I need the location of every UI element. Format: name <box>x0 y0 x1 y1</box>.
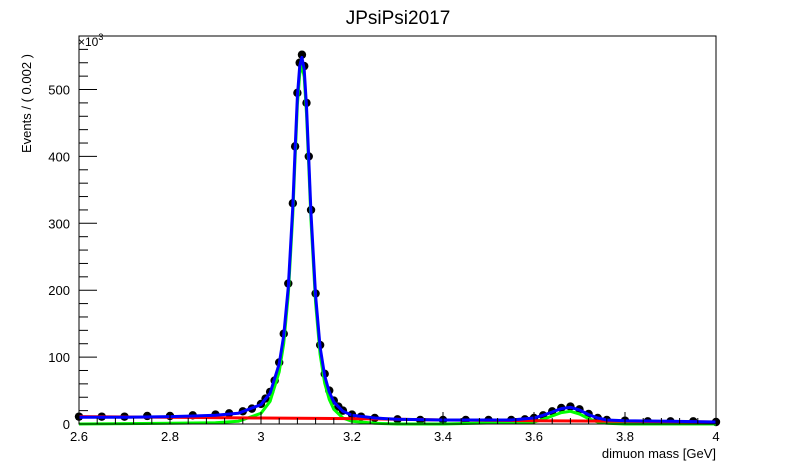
series-line <box>78 63 716 426</box>
y-tick-label: 300 <box>48 216 70 231</box>
chart-title: JPsiPsi2017 <box>346 8 451 29</box>
y-tick-label: 500 <box>48 83 70 98</box>
y-tick-label: 0 <box>63 417 70 432</box>
y-tick-label: 100 <box>48 350 70 365</box>
x-tick-label: 3.8 <box>616 429 634 444</box>
chart-axes: 2.6 2.8 3 3.2 3.4 3.6 3.8 4 0 100 200 300 400 500 <box>48 35 720 444</box>
series-line <box>79 55 717 424</box>
y-axis-label: Events / ( 0.002 ) <box>19 54 34 153</box>
y-axis-multiplier: ×103 <box>78 32 103 49</box>
x-axis-label: dimuon mass [GeV] <box>602 446 716 461</box>
chart-marks <box>74 50 721 427</box>
y-tick-label: 200 <box>48 283 70 298</box>
data-point <box>297 50 307 59</box>
x-tick-label: 2.6 <box>70 429 88 444</box>
x-tick-label: 3.6 <box>525 429 543 444</box>
plot-frame <box>78 35 717 425</box>
x-tick-label: 2.8 <box>161 429 179 444</box>
x-tick-label: 4 <box>712 429 719 444</box>
x-tick-label: 3.2 <box>343 429 361 444</box>
y-tick-label: 400 <box>48 149 70 164</box>
x-tick-label: 3 <box>257 429 264 444</box>
x-tick-label: 3.4 <box>434 429 452 444</box>
